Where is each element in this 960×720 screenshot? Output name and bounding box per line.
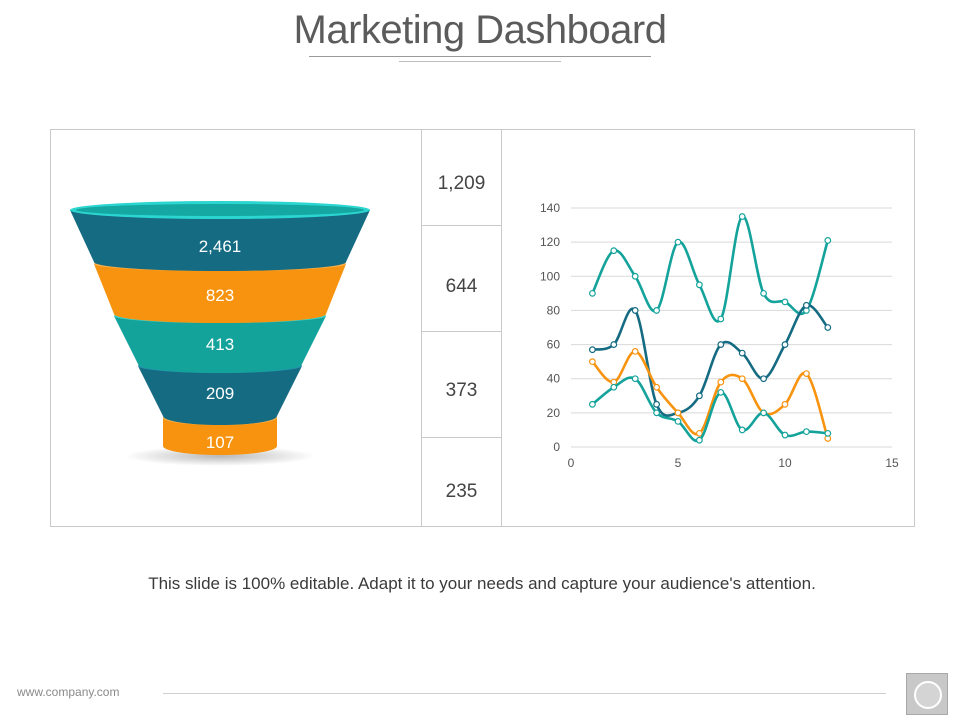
footer-url[interactable]: www.company.com bbox=[17, 685, 120, 699]
panel-divider-left bbox=[421, 129, 422, 527]
series-3-point-3 bbox=[631, 347, 639, 355]
series-3-point-1 bbox=[588, 358, 596, 366]
slide-caption: This slide is 100% editable. Adapt it to… bbox=[148, 574, 816, 593]
side-number-3: 373 bbox=[445, 380, 478, 401]
series-1-point-5 bbox=[674, 238, 682, 246]
y-tick-label: 20 bbox=[547, 406, 561, 420]
series-4-point-4 bbox=[653, 409, 661, 417]
title-underline bbox=[309, 56, 651, 57]
series-1-point-6 bbox=[695, 281, 703, 289]
series-2-point-1 bbox=[588, 346, 596, 354]
series-3-point-5 bbox=[674, 409, 682, 417]
series-4-point-8 bbox=[738, 426, 746, 434]
funnel-graphic bbox=[70, 201, 370, 466]
series-4-point-3 bbox=[631, 375, 639, 383]
y-tick-label: 100 bbox=[540, 269, 560, 283]
series-2-point-11 bbox=[803, 301, 810, 309]
series-1-point-10 bbox=[781, 298, 789, 306]
series-3-point-8 bbox=[738, 375, 746, 383]
series-3-point-10 bbox=[781, 400, 789, 408]
series-4-point-1 bbox=[588, 400, 596, 408]
series-1-point-1 bbox=[588, 289, 596, 297]
slide-title: Marketing Dashboard bbox=[293, 8, 667, 52]
series-2-point-2 bbox=[610, 341, 618, 348]
logo-ring-icon bbox=[914, 681, 942, 709]
series-4-point-5 bbox=[674, 417, 682, 425]
funnel-label-5: 107 bbox=[205, 433, 235, 452]
y-tick-label: 120 bbox=[540, 235, 560, 249]
side-number-2: 644 bbox=[445, 276, 478, 297]
series-line-3 bbox=[591, 350, 830, 439]
series-1-point-9 bbox=[760, 289, 768, 297]
series-4-point-7 bbox=[717, 388, 725, 396]
x-tick-label: 5 bbox=[675, 456, 682, 470]
series-2-point-4 bbox=[653, 400, 661, 408]
series-2-point-12 bbox=[824, 324, 832, 331]
x-tick-label: 0 bbox=[568, 456, 575, 470]
footer-logo-badge bbox=[906, 673, 948, 715]
series-1-point-8 bbox=[738, 213, 746, 220]
funnel-label-4: 209 bbox=[205, 384, 235, 403]
side-divider-3 bbox=[421, 437, 502, 438]
series-4-point-6 bbox=[695, 436, 703, 444]
funnel-label-3: 413 bbox=[205, 335, 235, 354]
series-1-point-12 bbox=[824, 237, 832, 244]
series-4-point-12 bbox=[824, 429, 832, 437]
dashboard-panel bbox=[50, 129, 915, 527]
series-2-point-9 bbox=[760, 375, 768, 383]
series-1-point-3 bbox=[631, 272, 639, 280]
line-chart: 0 20 40 60 80 100 120 140 0 5 10 15 bbox=[540, 201, 899, 470]
series-line-1 bbox=[591, 215, 830, 323]
series-1-point-2 bbox=[610, 247, 618, 255]
y-tick-label: 80 bbox=[547, 303, 561, 317]
side-number-4: 235 bbox=[445, 481, 478, 502]
funnel-label-2: 823 bbox=[205, 286, 235, 305]
series-2-point-10 bbox=[781, 341, 789, 348]
series-2-point-6 bbox=[695, 392, 703, 400]
series-4-point-11 bbox=[803, 428, 810, 436]
x-tick-label: 10 bbox=[778, 456, 792, 470]
funnel-segment-1 bbox=[70, 201, 370, 271]
series-3-point-4 bbox=[653, 383, 661, 391]
series-4-point-10 bbox=[781, 431, 789, 439]
funnel-label-1: 2,461 bbox=[198, 237, 242, 256]
y-tick-label: 0 bbox=[553, 440, 560, 454]
series-2-point-8 bbox=[738, 349, 746, 357]
side-divider-2 bbox=[421, 331, 502, 332]
series-3-point-11 bbox=[803, 370, 810, 377]
side-divider-1 bbox=[421, 225, 502, 226]
series-3-point-7 bbox=[717, 378, 725, 386]
y-tick-label: 140 bbox=[540, 201, 560, 215]
series-4-point-2 bbox=[610, 383, 618, 391]
title-underline-short bbox=[399, 61, 561, 62]
series-2-point-7 bbox=[717, 341, 725, 348]
y-tick-label: 60 bbox=[547, 338, 561, 352]
series-4-point-9 bbox=[760, 409, 768, 417]
series-3-point-6 bbox=[695, 429, 703, 437]
funnel-shadow bbox=[125, 446, 315, 466]
panel-divider-right bbox=[501, 129, 502, 527]
footer-line bbox=[163, 693, 886, 694]
series-1-point-4 bbox=[653, 307, 661, 314]
x-tick-label: 15 bbox=[885, 456, 899, 470]
series-1-point-7 bbox=[717, 315, 725, 323]
y-tick-label: 40 bbox=[547, 372, 561, 386]
series-2-point-3 bbox=[631, 307, 639, 314]
side-number-1: 1,209 bbox=[437, 173, 486, 194]
